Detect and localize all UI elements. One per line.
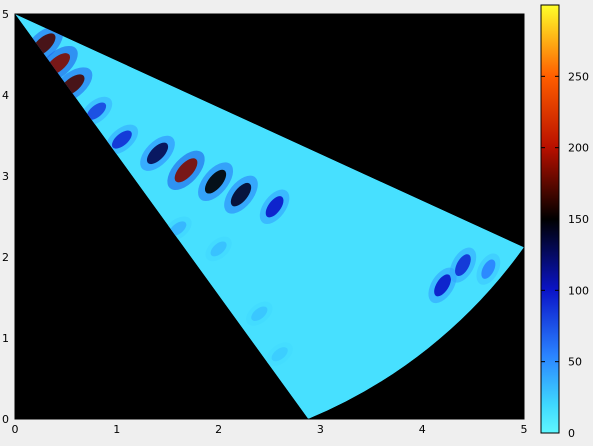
colorbar-tick-label: 50	[568, 356, 582, 369]
y-tick-label: 0	[2, 413, 9, 426]
y-tick-label: 5	[2, 8, 9, 21]
y-tick-label: 2	[2, 251, 9, 264]
hotspot	[434, 274, 451, 297]
colorbar-tick-label: 200	[568, 142, 589, 155]
hotspot	[251, 306, 268, 321]
hotspot	[210, 241, 227, 257]
hotspot	[265, 196, 284, 218]
colorbar-tick-label: 100	[568, 284, 589, 297]
x-tick-label: 1	[113, 423, 120, 436]
colorbar-tick-label: 150	[568, 213, 589, 226]
y-tick-label: 1	[2, 332, 9, 345]
hotspot	[230, 182, 252, 207]
colorbar: 0 50 100 150 200 250	[540, 4, 589, 440]
x-tick-label: 4	[419, 423, 426, 436]
colorbar-tick-label: 250	[568, 70, 589, 83]
plot-area	[14, 13, 525, 420]
hotspot	[204, 169, 227, 194]
hotspot	[455, 254, 471, 276]
colorbar-tick-label: 0	[568, 427, 575, 440]
hotspot	[271, 347, 288, 362]
plot-frame	[14, 13, 525, 420]
hotspot	[146, 142, 169, 165]
x-tick-label: 2	[215, 423, 222, 436]
colorbar-ticks: 0 50 100 150 200 250	[541, 70, 589, 440]
y-tick-label: 4	[2, 89, 9, 102]
y-axis: 0 1 2 3 4 5	[2, 8, 19, 426]
x-tick-label: 5	[521, 423, 528, 436]
hotspot	[86, 102, 107, 120]
hotspot	[169, 221, 187, 236]
x-axis: 0 1 2 3 4 5	[12, 415, 528, 436]
x-tick-label: 3	[317, 423, 324, 436]
hotspot	[174, 158, 198, 183]
x-tick-label: 0	[12, 423, 19, 436]
hotspot	[111, 130, 132, 149]
hotspot	[481, 259, 496, 279]
y-tick-label: 3	[2, 170, 9, 183]
